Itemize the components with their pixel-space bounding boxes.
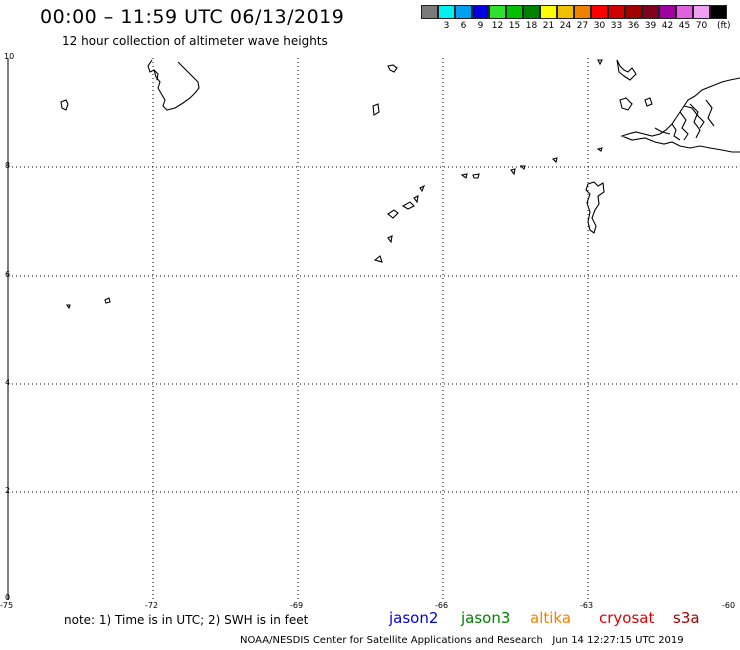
coastline-delta-channels-5 [654, 127, 671, 135]
island-chain-2 [387, 235, 393, 244]
island-chain-11 [551, 157, 558, 164]
island-roques [387, 64, 398, 73]
island-small-2 [104, 297, 111, 304]
scale-label: 9 [477, 21, 484, 31]
scale-swatch [574, 5, 591, 19]
satellite-cryosat: cryosat [599, 609, 655, 627]
island-top-right-1 [597, 59, 603, 66]
x-label-minus69: -69 [290, 601, 304, 610]
island-trinidad [585, 181, 605, 234]
scale-label: 33 [610, 21, 623, 31]
satellite-s3a: s3a [673, 609, 700, 627]
coastline-delta-channels-2 [679, 111, 689, 141]
x-label-minus60: -60 [722, 601, 736, 610]
island-top-right-3 [644, 97, 653, 107]
y-label-6: 6 [5, 270, 11, 279]
scale-swatch [642, 5, 659, 19]
scale-swatch [591, 5, 608, 19]
coastline-delta-channels-1 [689, 103, 701, 139]
x-label-minus63: -63 [580, 601, 594, 610]
x-label-minus75: -75 [0, 601, 14, 610]
scale-label: 21 [542, 21, 555, 31]
coastline-delta-channels-3 [671, 123, 681, 141]
color-scale-labels: 3 6 9 12 15 18 21 24 27 30 33 36 39 42 45 70 [421, 21, 710, 31]
scale-swatch [608, 5, 625, 19]
island-orchila [372, 103, 380, 116]
island-aruba [60, 99, 69, 111]
island-tobago [616, 59, 637, 81]
scale-label: 45 [678, 21, 691, 31]
scale-label: 24 [559, 21, 572, 31]
y-label-8: 8 [5, 161, 11, 170]
island-chain-5 [413, 195, 419, 204]
scale-swatch [659, 5, 676, 19]
scale-unit: (ft) [717, 21, 731, 31]
y-label-4: 4 [5, 378, 11, 387]
scale-label: 70 [695, 21, 708, 31]
satellite-jason2: jason2 [389, 609, 439, 627]
coastline-delta [620, 77, 740, 153]
footer-credit: NOAA/NESDIS Center for Satellite Applica… [240, 635, 684, 646]
scale-swatch [421, 5, 438, 19]
scale-swatch [506, 5, 523, 19]
x-label-minus72: -72 [145, 601, 159, 610]
map-subtitle: 12 hour collection of altimeter wave hei… [62, 34, 328, 48]
scale-label: 3 [443, 21, 450, 31]
scale-label: 12 [491, 21, 504, 31]
island-chain-8 [472, 173, 480, 179]
island-small-1 [65, 304, 71, 310]
coastline-delta-channels-4 [683, 105, 705, 129]
coastline-guajira [147, 59, 200, 111]
scale-label: 15 [508, 21, 521, 31]
scale-swatch [540, 5, 557, 19]
coastline-guajira-inner [153, 69, 159, 81]
scale-label: 6 [460, 21, 467, 31]
scale-label: 30 [593, 21, 606, 31]
coastlines [60, 59, 740, 310]
scale-swatch [693, 5, 710, 19]
y-label-10: 10 [4, 52, 15, 61]
scale-swatch [438, 5, 455, 19]
note-text: note: 1) Time is in UTC; 2) SWH is in fe… [64, 613, 309, 627]
island-chain-9 [510, 168, 516, 176]
scale-label: 42 [661, 21, 674, 31]
x-label-minus66: -66 [435, 601, 449, 610]
y-label-0: 0 [5, 593, 11, 602]
coastline-delta-channels-6 [705, 99, 715, 127]
color-scale [421, 5, 727, 19]
scale-swatch [676, 5, 693, 19]
scale-swatch [489, 5, 506, 19]
island-chain-10 [519, 165, 526, 171]
island-chain-12 [596, 147, 603, 152]
island-top-right-2 [619, 97, 633, 111]
scale-label: 36 [627, 21, 640, 31]
y-label-2: 2 [5, 486, 11, 495]
map-title: 00:00 – 11:59 UTC 06/13/2019 [40, 6, 345, 28]
scale-swatch [625, 5, 642, 19]
satellite-jason3: jason3 [461, 609, 511, 627]
scale-label: 39 [644, 21, 657, 31]
scale-swatch [472, 5, 489, 19]
island-chain-3 [387, 209, 399, 219]
scale-swatch [455, 5, 472, 19]
scale-swatch [557, 5, 574, 19]
island-chain-7 [460, 173, 468, 179]
scale-swatch [523, 5, 540, 19]
island-chain-4 [401, 201, 415, 210]
scale-label: 27 [576, 21, 589, 31]
scale-label: 18 [525, 21, 538, 31]
satellite-altika: altika [530, 609, 572, 627]
island-chain-6 [419, 184, 426, 193]
island-chain-1 [373, 255, 383, 263]
scale-swatch [710, 5, 727, 19]
